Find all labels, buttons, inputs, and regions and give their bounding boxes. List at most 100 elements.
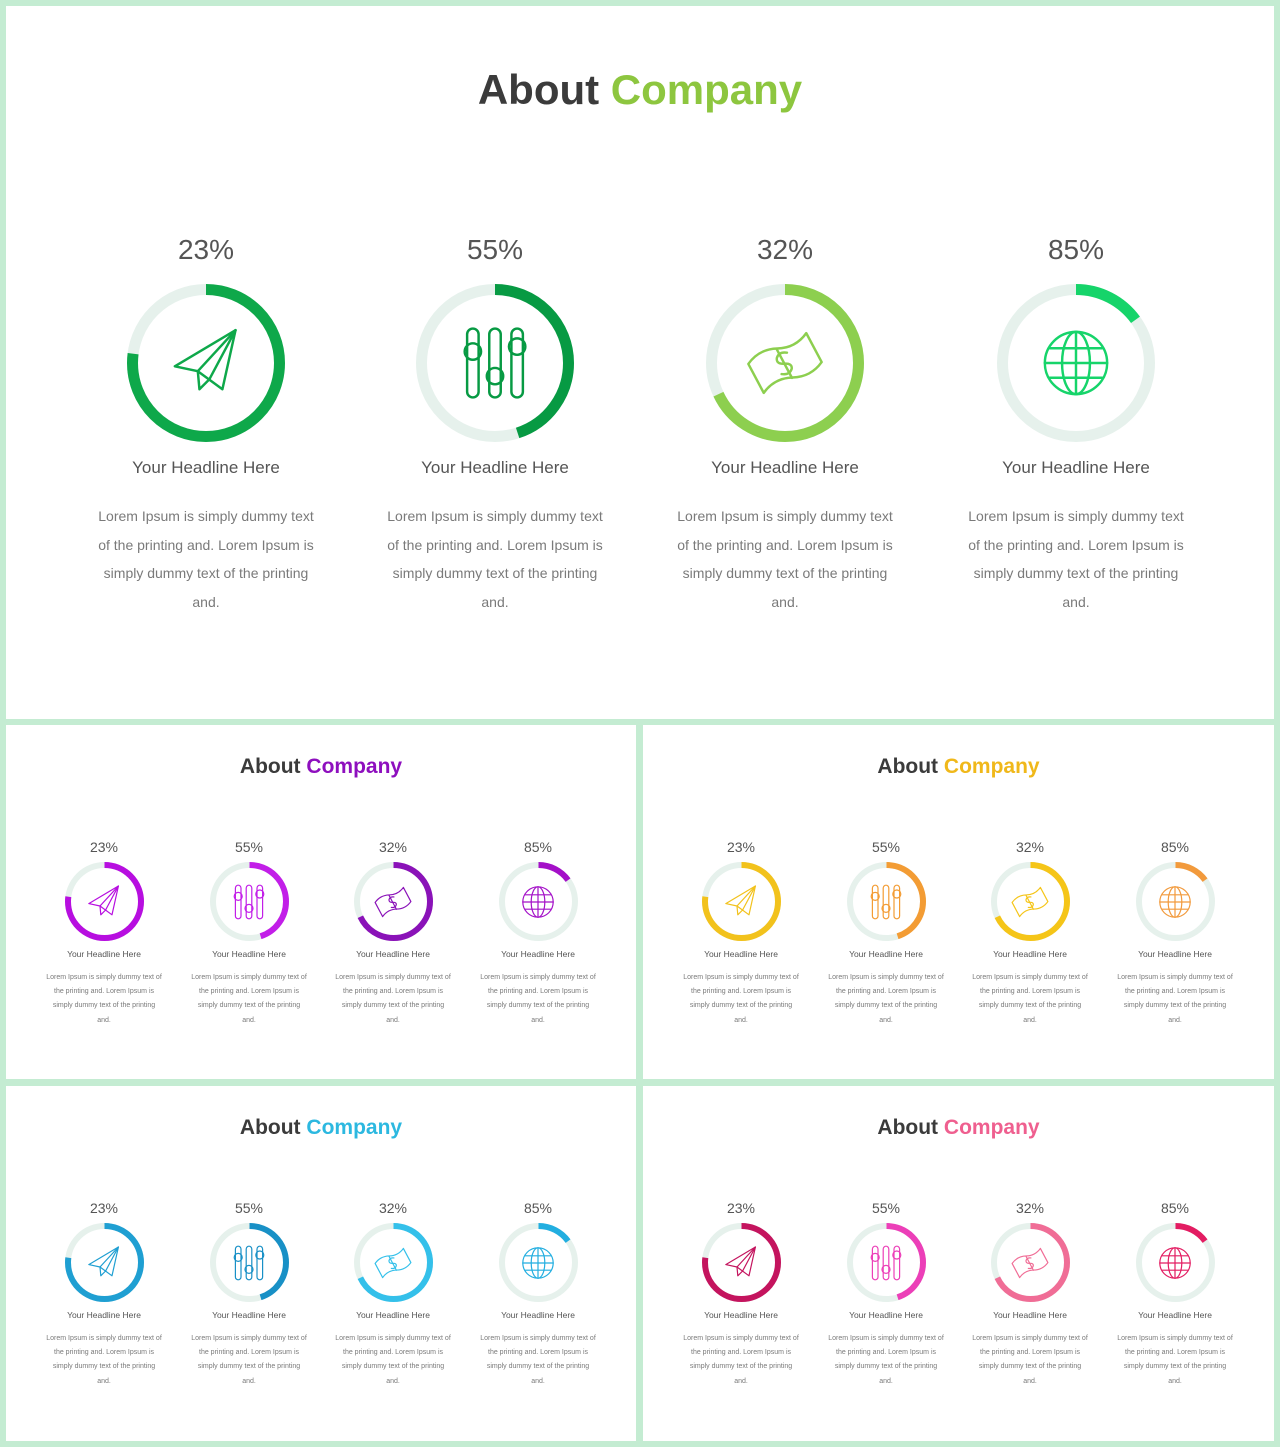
money-icon bbox=[373, 882, 413, 927]
progress-arc bbox=[209, 1223, 289, 1302]
paper-plane-icon bbox=[84, 1243, 124, 1288]
progress-arc bbox=[997, 284, 1155, 442]
item-headline: Your Headline Here bbox=[67, 1310, 141, 1320]
slide-purple: About Company 23% Your Headline Here Lorem… bbox=[6, 725, 636, 1079]
percent-label: 32% bbox=[756, 234, 814, 265]
item-headline: Your Headline Here bbox=[67, 949, 141, 959]
progress-arc bbox=[990, 1223, 1070, 1302]
percent-label: 85% bbox=[523, 839, 553, 855]
progress-arc bbox=[64, 1223, 144, 1302]
item-headline: Your Headline Here bbox=[1138, 1310, 1212, 1320]
progress-ring bbox=[846, 862, 926, 941]
progress-arc bbox=[353, 1223, 433, 1302]
item-headline: Your Headline Here bbox=[212, 949, 286, 959]
globe-icon bbox=[518, 882, 558, 927]
progress-arc bbox=[353, 862, 433, 941]
percent-label: 23% bbox=[726, 839, 756, 855]
sliders-icon bbox=[229, 1243, 269, 1288]
percent-label: 32% bbox=[378, 1200, 408, 1216]
percent-label: 85% bbox=[523, 1200, 553, 1216]
progress-arc bbox=[701, 1223, 781, 1302]
progress-ring bbox=[990, 1223, 1070, 1302]
item-description: Lorem Ipsum is simply dummy text of the … bbox=[972, 974, 1088, 1024]
item-headline: Your Headline Here bbox=[993, 949, 1067, 959]
item-description: Lorem Ipsum is simply dummy text of the … bbox=[683, 974, 799, 1024]
sliders-icon bbox=[866, 882, 906, 927]
item-description: Lorem Ipsum is simply dummy text of the … bbox=[191, 1335, 307, 1385]
item-description: Lorem Ipsum is simply dummy text of the … bbox=[1117, 1335, 1233, 1385]
globe-icon bbox=[518, 1243, 558, 1288]
item-description: Lorem Ipsum is simply dummy text of the … bbox=[335, 974, 451, 1024]
item-headline: Your Headline Here bbox=[132, 458, 280, 477]
percent-label: 23% bbox=[89, 1200, 119, 1216]
progress-ring bbox=[498, 1223, 578, 1302]
progress-arc bbox=[416, 284, 574, 442]
item-description: Lorem Ipsum is simply dummy text of the … bbox=[387, 508, 603, 610]
item-headline: Your Headline Here bbox=[501, 949, 575, 959]
item-headline: Your Headline Here bbox=[704, 949, 778, 959]
title-main: About bbox=[239, 755, 301, 778]
progress-ring bbox=[846, 1223, 926, 1302]
item-description: Lorem Ipsum is simply dummy text of the … bbox=[46, 1335, 162, 1385]
item-headline: Your Headline Here bbox=[1138, 949, 1212, 959]
progress-ring bbox=[701, 862, 781, 941]
progress-ring bbox=[997, 284, 1155, 442]
item-headline: Your Headline Here bbox=[993, 1310, 1067, 1320]
progress-arc bbox=[209, 862, 289, 941]
item-headline: Your Headline Here bbox=[421, 458, 569, 477]
globe-icon bbox=[1155, 882, 1195, 927]
item-headline: Your Headline Here bbox=[1002, 458, 1150, 477]
money-icon bbox=[1010, 882, 1050, 927]
page-title: About Company bbox=[643, 755, 1274, 779]
progress-ring bbox=[64, 1223, 144, 1302]
item-headline: Your Headline Here bbox=[501, 1310, 575, 1320]
paper-plane-icon bbox=[721, 882, 761, 927]
slide-blue: About Company 23% Your Headline Here Lorem… bbox=[6, 1086, 636, 1441]
progress-ring bbox=[353, 862, 433, 941]
percent-label: 32% bbox=[378, 839, 408, 855]
slide-yellow: About Company 23% Your Headline Here Lorem… bbox=[643, 725, 1274, 1079]
progress-ring bbox=[1135, 1223, 1215, 1302]
percent-label: 85% bbox=[1160, 839, 1190, 855]
item-description: Lorem Ipsum is simply dummy text of the … bbox=[480, 1335, 596, 1385]
percent-label: 55% bbox=[234, 839, 264, 855]
progress-ring bbox=[416, 284, 574, 442]
progress-ring bbox=[209, 862, 289, 941]
item-headline: Your Headline Here bbox=[356, 1310, 430, 1320]
money-icon bbox=[1010, 1243, 1050, 1288]
title-accent: Company bbox=[306, 1116, 403, 1139]
item-description: Lorem Ipsum is simply dummy text of the … bbox=[968, 508, 1184, 610]
item-headline: Your Headline Here bbox=[711, 458, 859, 477]
percent-label: 23% bbox=[89, 839, 119, 855]
progress-ring bbox=[701, 1223, 781, 1302]
progress-ring bbox=[706, 284, 864, 442]
item-headline: Your Headline Here bbox=[212, 1310, 286, 1320]
globe-icon bbox=[1155, 1243, 1195, 1288]
item-description: Lorem Ipsum is simply dummy text of the … bbox=[828, 1335, 944, 1385]
progress-ring bbox=[990, 862, 1070, 941]
paper-plane-icon bbox=[84, 882, 124, 927]
progress-arc bbox=[701, 862, 781, 941]
progress-arc bbox=[1135, 1223, 1215, 1302]
percent-label: 55% bbox=[871, 1200, 901, 1216]
title-main: About bbox=[477, 66, 600, 113]
item-headline: Your Headline Here bbox=[704, 1310, 778, 1320]
percent-label: 23% bbox=[726, 1200, 756, 1216]
page-title: About Company bbox=[6, 66, 1274, 114]
progress-arc bbox=[127, 284, 285, 442]
title-accent: Company bbox=[943, 755, 1040, 778]
item-headline: Your Headline Here bbox=[849, 949, 923, 959]
title-accent: Company bbox=[610, 66, 803, 113]
sliders-icon bbox=[866, 1243, 906, 1288]
percent-label: 55% bbox=[466, 234, 524, 265]
sliders-icon bbox=[454, 322, 536, 409]
percent-label: 55% bbox=[871, 839, 901, 855]
paper-plane-icon bbox=[165, 322, 247, 409]
page-title: About Company bbox=[6, 755, 636, 779]
globe-icon bbox=[1035, 322, 1117, 409]
progress-arc bbox=[498, 1223, 578, 1302]
title-accent: Company bbox=[943, 1116, 1040, 1139]
percent-label: 55% bbox=[234, 1200, 264, 1216]
title-main: About bbox=[877, 1116, 939, 1139]
progress-arc bbox=[1135, 862, 1215, 941]
